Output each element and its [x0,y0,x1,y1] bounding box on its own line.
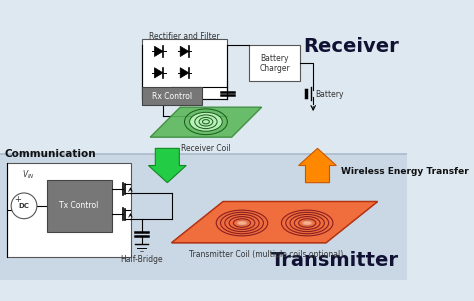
Text: Transmitter Coil (multiple coils optional): Transmitter Coil (multiple coils optiona… [189,250,343,259]
Polygon shape [180,68,189,78]
Text: $V_{IN}$: $V_{IN}$ [22,168,35,181]
Bar [0,21,407,154]
Bar [0,154,407,280]
Ellipse shape [237,220,247,225]
Text: +: + [14,195,20,204]
Bar [142,39,228,99]
Bar [249,45,301,82]
Bar [142,87,201,105]
Ellipse shape [302,220,312,225]
Text: Receiver: Receiver [303,37,399,56]
Text: Battery: Battery [315,90,343,99]
Text: Transmitter: Transmitter [271,251,399,270]
Text: Battery
Charger: Battery Charger [259,54,290,73]
Polygon shape [155,46,163,57]
Bar [7,163,131,257]
Text: DC: DC [18,203,29,209]
Polygon shape [148,148,186,183]
Text: Wireless Energy Transfer: Wireless Energy Transfer [341,167,468,176]
Polygon shape [299,148,337,183]
Circle shape [11,193,37,219]
Polygon shape [180,46,189,57]
Text: Rectifier and Filter: Rectifier and Filter [149,32,220,41]
Text: Half-Bridge: Half-Bridge [120,255,163,264]
Text: Rx Control: Rx Control [152,92,191,101]
Polygon shape [172,202,378,243]
Bar [47,180,111,231]
Text: Receiver Coil: Receiver Coil [181,144,231,153]
Text: Tx Control: Tx Control [59,201,99,210]
Polygon shape [150,107,262,137]
Text: Communication: Communication [4,149,96,159]
Ellipse shape [190,112,222,131]
Polygon shape [155,68,163,78]
Polygon shape [172,202,378,243]
